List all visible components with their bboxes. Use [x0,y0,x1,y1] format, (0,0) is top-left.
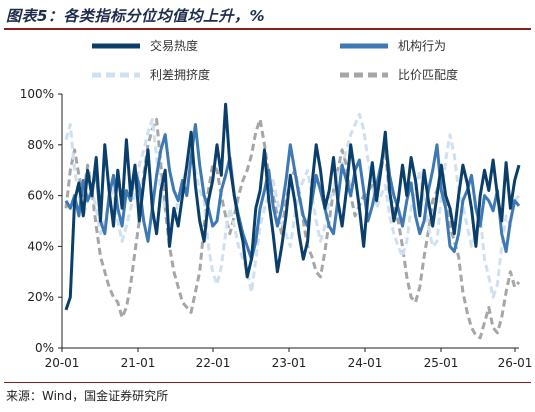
legend-label-4: 比价匹配度 [398,67,458,82]
x-tick-label: 24-01 [348,356,383,370]
legend-label-3: 利差拥挤度 [150,67,210,82]
y-tick-label: 100% [20,87,54,101]
y-tick-label: 60% [27,189,54,203]
x-tick-label: 23-01 [272,356,307,370]
source-note: 来源：Wind，国金证券研究所 [6,389,169,403]
legend-label-1: 交易热度 [150,38,198,53]
y-tick-label: 0% [35,341,54,355]
series-line-1 [64,102,521,311]
y-tick-label: 20% [27,290,54,304]
series-layer [64,102,521,340]
x-tick-label: 25-01 [424,356,459,370]
x-tick-label: 20-01 [45,356,80,370]
x-tick-label: 21-01 [121,356,156,370]
axes: 0% 20% 40% 60% 80% 100% 20-01 21-01 22-01 23-01 24… [20,87,533,370]
y-tick-label: 80% [27,138,54,152]
footer-divider [4,382,531,383]
legend-label-2: 机构行为 [398,38,446,53]
x-tick-label: 22-01 [196,356,231,370]
chart-title: 图表5：各类指标分位均值均上升，% [6,7,265,25]
title-divider [4,28,531,30]
x-tick-label: 26-01 [498,356,533,370]
y-tick-label: 40% [27,239,54,253]
